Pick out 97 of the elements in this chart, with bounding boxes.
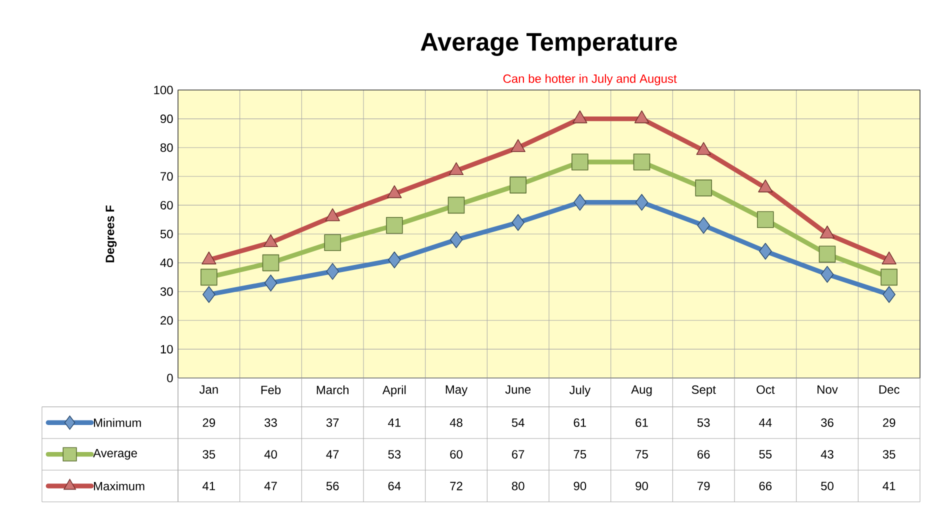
point — [633, 154, 650, 170]
point — [696, 142, 711, 155]
point — [262, 254, 280, 272]
point — [386, 216, 403, 234]
y-axis-title: Degrees F — [106, 205, 117, 262]
point — [697, 216, 710, 234]
chart-title: Average Temperature — [420, 33, 677, 56]
point — [326, 263, 339, 280]
data-label: 75 — [636, 450, 648, 459]
data-label: 61 — [636, 418, 648, 427]
data-label: 29 — [202, 418, 216, 427]
data-label: 50 — [821, 482, 834, 490]
point — [325, 208, 340, 222]
point — [572, 110, 588, 124]
data-label: 47 — [326, 450, 339, 458]
data-label: 41 — [202, 482, 215, 490]
point — [448, 162, 464, 176]
data-label: 90 — [636, 482, 648, 490]
data-label: 41 — [882, 482, 896, 490]
legend-label: Maximum — [94, 482, 144, 490]
data-label: 80 — [512, 482, 524, 490]
point — [324, 234, 341, 252]
data-label: 79 — [698, 482, 710, 490]
y-tick-label: 60 — [160, 200, 173, 210]
point — [759, 242, 772, 260]
data-label: 67 — [512, 450, 524, 459]
point — [202, 286, 216, 303]
y-tick-label: 30 — [160, 287, 173, 296]
data-label: 90 — [574, 482, 586, 490]
data-label: 33 — [264, 418, 277, 427]
point — [572, 154, 588, 170]
point — [880, 268, 898, 286]
point — [264, 274, 278, 292]
x-tick-label: Feb — [261, 385, 281, 394]
legend-label: Minimum — [94, 418, 141, 428]
data-label: 43 — [820, 450, 834, 459]
x-tick-label: April — [382, 385, 406, 397]
data-label: 37 — [326, 418, 339, 427]
point — [574, 194, 586, 211]
point — [200, 268, 218, 286]
data-label: 64 — [388, 482, 401, 490]
point — [448, 196, 465, 214]
data-label: 53 — [388, 450, 401, 459]
data-label: 35 — [202, 450, 216, 459]
x-tick-label: Jan — [199, 385, 218, 394]
legend-label: Average — [93, 448, 137, 460]
y-tick-label: 90 — [160, 114, 173, 124]
point — [634, 110, 650, 124]
data-label: 48 — [450, 418, 462, 427]
y-tick-label: 80 — [160, 143, 173, 152]
y-tick-label: 100 — [154, 86, 173, 94]
point — [758, 180, 773, 192]
x-tick-label: May — [446, 385, 468, 396]
data-label: 53 — [697, 418, 710, 427]
data-label: 41 — [388, 418, 400, 427]
data-label: 44 — [759, 418, 772, 427]
point — [450, 231, 463, 248]
point — [512, 214, 524, 231]
x-tick-label: Sept — [692, 385, 716, 396]
data-label: 72 — [450, 482, 462, 490]
point — [818, 246, 836, 263]
point — [820, 266, 834, 283]
y-tick-label: 20 — [160, 316, 173, 325]
x-tick-label: Oct — [756, 385, 775, 394]
x-tick-label: Nov — [818, 385, 838, 394]
data-label: 29 — [883, 418, 896, 427]
point — [695, 180, 712, 196]
point — [510, 139, 526, 152]
text: Can be hotter in July and August — [503, 74, 677, 86]
data-label: 66 — [698, 450, 710, 459]
data-label: 61 — [574, 418, 586, 427]
point — [635, 194, 648, 211]
y-tick-label: 50 — [160, 230, 173, 238]
point — [882, 286, 896, 303]
y-tick-label: 0 — [167, 374, 173, 382]
data-label: 54 — [512, 418, 524, 427]
y-tick-label: 40 — [160, 258, 173, 268]
data-label: 47 — [264, 482, 277, 490]
data-label: 40 — [264, 450, 277, 459]
data-label: 56 — [326, 482, 339, 490]
x-tick-label: June — [505, 385, 531, 394]
data-label: 60 — [450, 450, 462, 459]
y-tick-label: 10 — [160, 344, 173, 354]
point — [387, 185, 402, 198]
x-tick-label: Aug — [631, 385, 652, 396]
data-label: 36 — [821, 418, 834, 427]
y-tick-label: 70 — [160, 172, 173, 181]
point — [388, 252, 401, 268]
point — [757, 211, 774, 228]
x-tick-label: March — [316, 385, 348, 394]
data-label: 55 — [759, 450, 772, 459]
data-label: 35 — [882, 450, 896, 459]
point — [510, 176, 526, 194]
data-label: 66 — [759, 482, 772, 490]
data-label: 75 — [574, 450, 586, 459]
x-tick-label: Dec — [879, 385, 900, 394]
x-tick-label: July — [569, 385, 591, 397]
